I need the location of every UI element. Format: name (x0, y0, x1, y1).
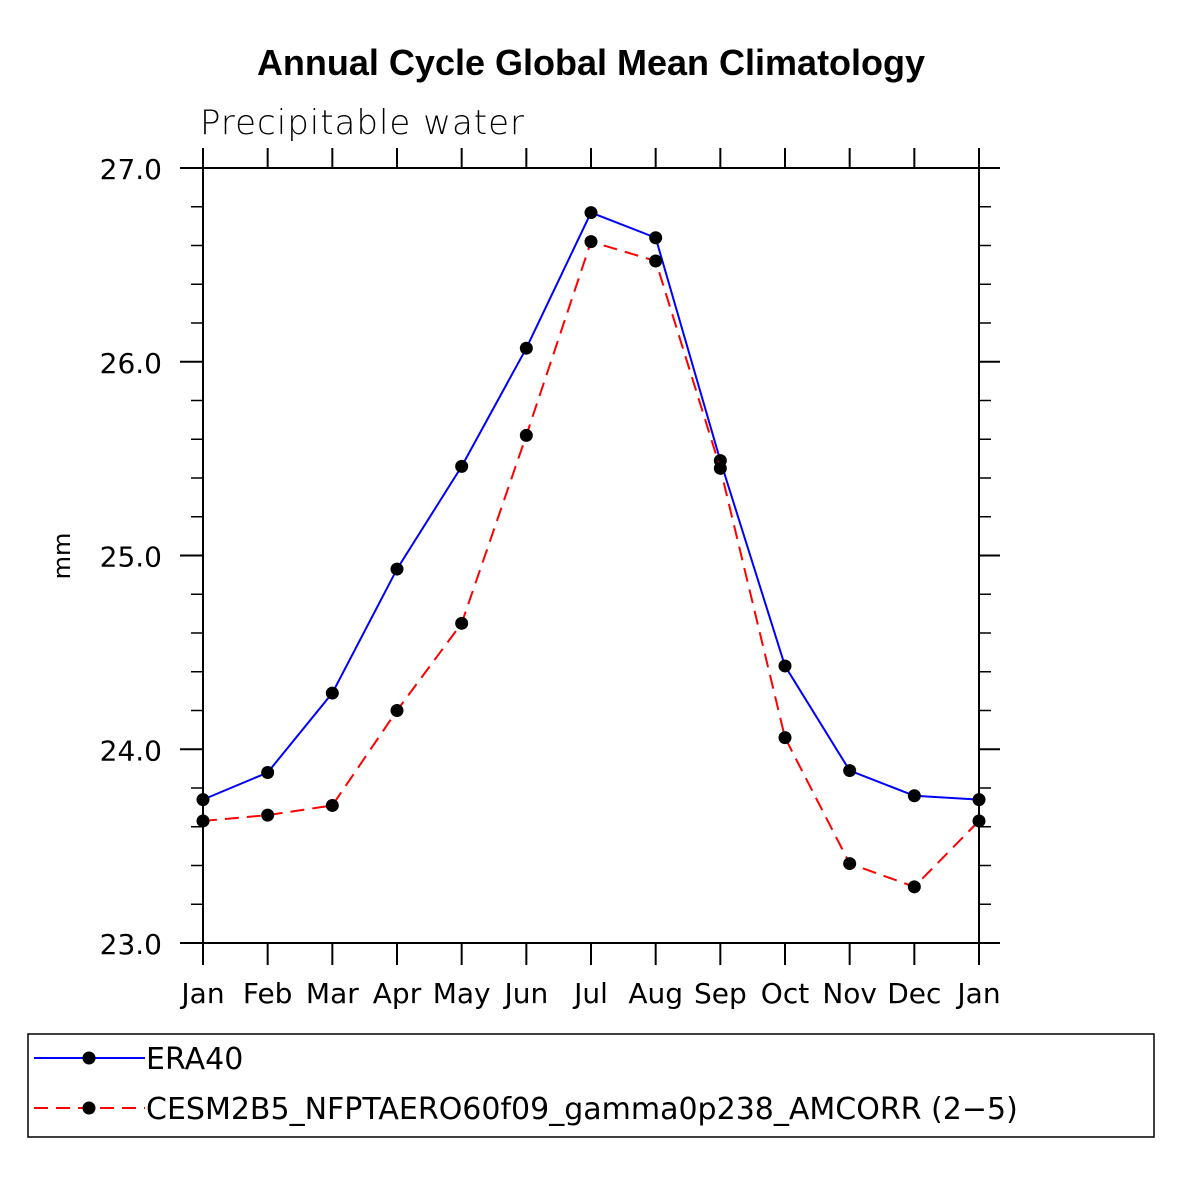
legend-label-1: CESM2B5_NFPTAERO60f09_gamma0p238_AMCORR … (146, 1092, 1018, 1127)
x-tick-label: May (433, 977, 491, 1010)
data-point-1 (390, 704, 404, 717)
axis-ticks (180, 148, 1000, 965)
x-tick-label: Sep (694, 977, 747, 1010)
data-point-1 (196, 814, 210, 828)
x-tick-label: Oct (761, 977, 809, 1010)
y-tick-label: 27.0 (100, 153, 162, 186)
x-tick-labels: Jan Feb Mar Apr May Jun Jul Aug Sep Oct Nov Dec Jan (179, 977, 1000, 1010)
data-point-0 (519, 341, 533, 355)
data-point-0 (455, 459, 469, 473)
x-tick-label: Aug (628, 977, 683, 1010)
x-tick-label: Jul (572, 977, 608, 1010)
y-tick-label: 26.0 (100, 347, 162, 380)
data-point-0 (584, 206, 598, 220)
data-point-0 (196, 793, 210, 807)
data-point-0 (843, 764, 857, 778)
x-tick-label: Jun (502, 977, 548, 1010)
y-tick-label: 25.0 (100, 541, 162, 574)
data-point-1 (519, 428, 533, 442)
legend-marker-0 (82, 1051, 96, 1065)
data-point-0 (778, 659, 792, 673)
data-point-1 (325, 798, 339, 812)
x-tick-label: Jan (179, 977, 224, 1010)
y-tick-label: 24.0 (100, 734, 162, 767)
series-line-0 (202, 211, 980, 801)
x-tick-label: Feb (243, 977, 293, 1010)
data-point-0 (390, 562, 404, 576)
y-tick-label: 23.0 (100, 928, 162, 961)
y-tick-labels: 23.0 24.0 25.0 26.0 27.0 (100, 153, 162, 961)
data-point-0 (907, 789, 921, 803)
data-point-0 (325, 686, 339, 700)
data-point-1 (907, 880, 921, 894)
plot-frame (202, 167, 980, 944)
x-tick-label: Apr (373, 977, 422, 1010)
x-tick-label: Nov (822, 977, 877, 1010)
data-point-1 (261, 808, 275, 822)
x-tick-label: Dec (887, 977, 941, 1010)
series-line-1 (202, 240, 980, 888)
data-point-1 (843, 857, 857, 871)
data-point-1 (584, 235, 598, 249)
series-lines (196, 206, 986, 894)
y-axis-label: mm (48, 533, 76, 580)
legend: ERA40 CESM2B5_NFPTAERO60f09_gamma0p238_AM… (27, 1033, 1155, 1138)
chart-subtitle: Precipitable water (200, 103, 525, 143)
legend-box (27, 1033, 1155, 1138)
legend-marker-1 (82, 1101, 96, 1115)
chart-title: Annual Cycle Global Mean Climatology (257, 42, 925, 83)
data-point-1 (649, 254, 663, 268)
data-point-1 (778, 731, 792, 745)
data-point-0 (649, 231, 663, 245)
x-tick-label: Mar (306, 977, 359, 1010)
x-tick-label: Jan (955, 977, 1000, 1010)
data-point-1 (972, 814, 986, 828)
data-point-0 (261, 766, 275, 779)
legend-label-0: ERA40 (146, 1042, 243, 1077)
data-point-0 (972, 793, 986, 807)
data-point-1 (455, 616, 469, 630)
data-point-1 (713, 461, 727, 475)
